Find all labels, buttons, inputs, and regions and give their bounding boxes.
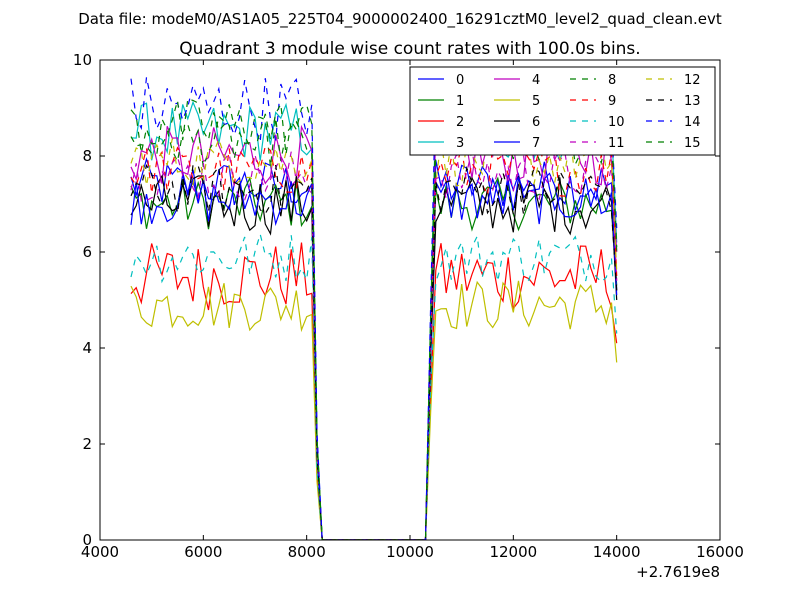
suptitle: Data file: modeM0/AS1A05_225T04_90000024… (78, 10, 722, 29)
series-line-7 (130, 172, 618, 540)
series-line-5 (130, 280, 618, 540)
x-tick-label: 16000 (696, 543, 744, 561)
legend-label-5: 5 (532, 94, 540, 109)
series-line-15 (130, 97, 618, 540)
y-tick-label: 4 (82, 339, 92, 357)
legend-label-8: 8 (608, 73, 616, 88)
y-tick-label: 6 (82, 243, 92, 261)
x-tick-label: 8000 (288, 543, 326, 561)
legend-box (409, 66, 716, 156)
legend-label-9: 9 (608, 94, 616, 109)
legend-label-11: 11 (608, 136, 625, 151)
series-line-2 (130, 242, 618, 540)
legend-label-2: 2 (456, 115, 464, 130)
legend-label-3: 3 (456, 136, 464, 151)
series-line-0 (130, 156, 618, 540)
x-tick-label: 14000 (593, 543, 641, 561)
series-line-6 (130, 174, 618, 540)
x-tick-label: 12000 (489, 543, 537, 561)
legend-label-0: 0 (456, 73, 464, 88)
legend-label-1: 1 (456, 94, 464, 109)
x-tick-label: 6000 (184, 543, 222, 561)
legend-label-13: 13 (684, 94, 701, 109)
legend-label-12: 12 (684, 73, 701, 88)
y-tick-label: 0 (82, 531, 92, 549)
y-tick-label: 2 (82, 435, 92, 453)
x-tick-label: 10000 (386, 543, 434, 561)
y-tick-label: 8 (82, 147, 92, 165)
legend-label-7: 7 (532, 136, 540, 151)
legend-label-10: 10 (608, 115, 625, 130)
series-line-13 (130, 163, 618, 540)
legend-label-15: 15 (684, 136, 701, 151)
x-tick-label: 4000 (81, 543, 119, 561)
y-tick-label: 10 (73, 51, 92, 69)
series-line-11 (130, 150, 618, 540)
legend-label-14: 14 (684, 115, 701, 130)
chart-title: Quadrant 3 module wise count rates with … (179, 39, 640, 59)
x-offset-label: +2.7619e8 (636, 563, 720, 581)
legend-label-6: 6 (532, 115, 540, 130)
legend-label-4: 4 (532, 73, 540, 88)
